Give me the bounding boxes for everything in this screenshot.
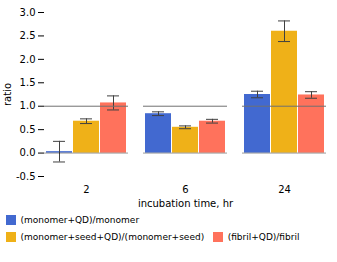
html-text:(monomer+QD)/monomer: (monomer+QD)/monomer [20,215,140,226]
svg-text:1.0: 1.0 [20,100,36,111]
svg-text:2: 2 [83,184,89,195]
svg-text:-0.5: -0.5 [16,171,36,182]
svg-text:ratio: ratio [2,83,13,106]
html-text:(monomer+seed+QD)/(monomer+see: (monomer+seed+QD)/(monomer+seed) [20,231,205,242]
svg-text:incubation time, hr: incubation time, hr [138,198,234,209]
svg-text:3.0: 3.0 [20,7,36,18]
svg-text:1.5: 1.5 [20,77,36,88]
svg-text:2.0: 2.0 [20,54,36,65]
html-text:(fibril+QD)/fibril: (fibril+QD)/fibril [227,231,300,242]
svg-text:0.5: 0.5 [20,124,36,135]
svg-text:2.5: 2.5 [20,30,36,41]
svg-text:6: 6 [182,184,188,195]
svg-text:0.0: 0.0 [20,147,36,158]
svg-text:24: 24 [278,184,291,195]
